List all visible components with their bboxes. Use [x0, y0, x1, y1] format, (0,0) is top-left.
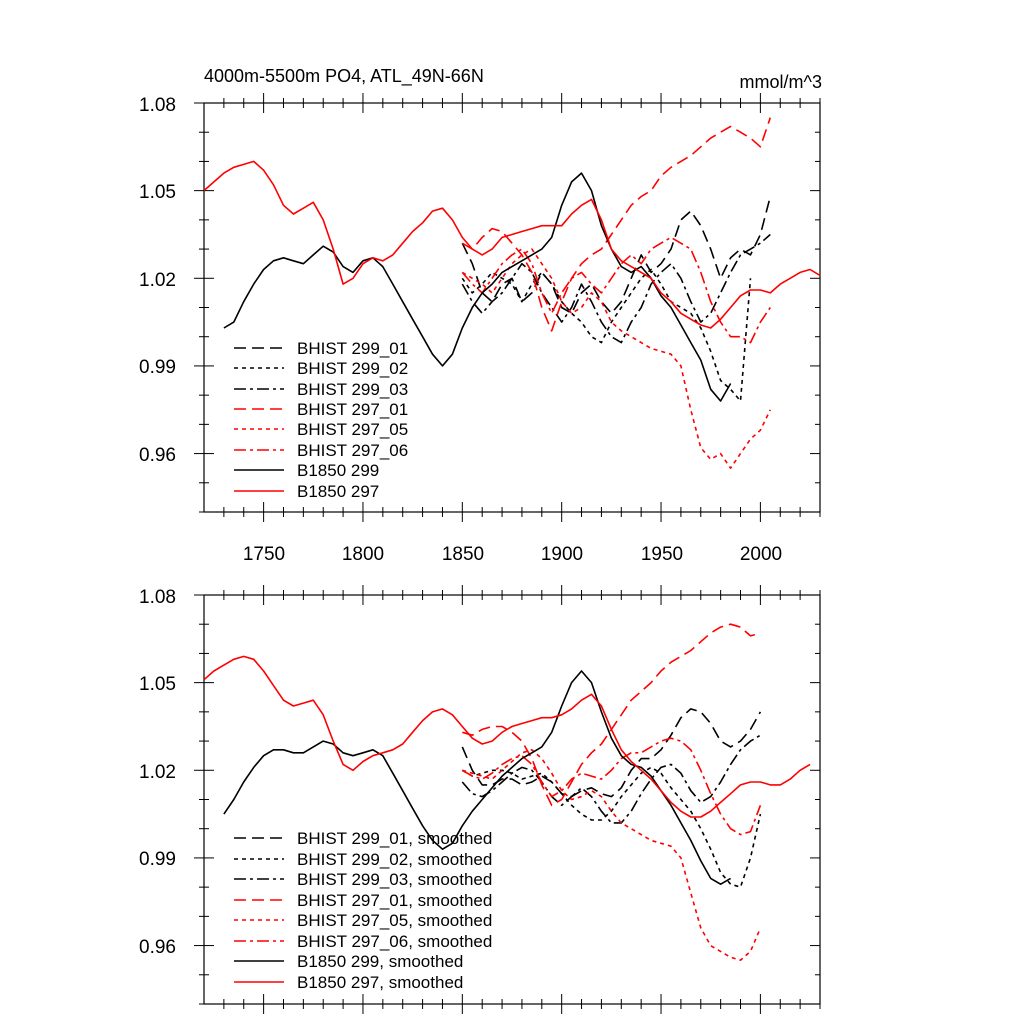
- legend-entry: BHIST 299_03, smoothed: [234, 870, 492, 889]
- y-tick-label: 1.05: [139, 674, 176, 695]
- legend-entry: BHIST 297_01, smoothed: [234, 891, 492, 910]
- legend-label: BHIST 299_03: [297, 380, 408, 399]
- legend-entry: BHIST 297_06, smoothed: [234, 932, 492, 951]
- y-axis-top: 1.08 1.05 1.02 0.99 0.96: [139, 95, 176, 466]
- series-line-bhist-297-06-smoothed: [461, 737, 762, 836]
- legend-entry: BHIST 297_05: [234, 420, 408, 439]
- x-tick-label: 2000: [740, 544, 782, 565]
- series-line-bhist-299-01: [461, 196, 772, 315]
- y-tick-label: 0.99: [139, 849, 176, 870]
- legend-entry: B1850 299: [234, 461, 379, 480]
- series-line-bhist-299-01-smoothed: [461, 708, 762, 798]
- legend-label: B1850 297: [297, 482, 379, 501]
- y-tick-label: 0.96: [139, 937, 176, 958]
- tick-marks-bottom: [194, 585, 821, 1014]
- legend-entry: B1850 299, smoothed: [234, 952, 463, 971]
- x-axis-top: 1750 1800 1850 1900 1950 2000: [243, 544, 782, 565]
- y-axis-bottom: 1.08 1.05 1.02 0.99 0.96: [139, 587, 176, 958]
- series-line-b1850-297-smoothed: [203, 655, 811, 818]
- chart-title: 4000m-5500m PO4, ATL_49N-66N: [204, 66, 484, 87]
- y-tick-label: 1.08: [139, 95, 176, 116]
- x-tick-label: 1850: [442, 544, 484, 565]
- x-tick-label: 1800: [342, 544, 384, 565]
- tick-marks-top: [194, 93, 821, 522]
- y-tick-label: 0.99: [139, 357, 176, 378]
- legend-bottom: BHIST 299_01, smoothed BHIST 299_02, smo…: [234, 829, 492, 992]
- panel-top: 4000m-5500m PO4, ATL_49N-66N mmol/m^3 1.…: [139, 66, 822, 565]
- legend-label: BHIST 299_01, smoothed: [297, 829, 492, 848]
- y-tick-label: 1.05: [139, 182, 176, 203]
- y-tick-label: 1.08: [139, 587, 176, 608]
- series-line-bhist-299-02-smoothed: [461, 766, 762, 888]
- series-line-b1850-299-smoothed: [223, 670, 732, 886]
- series-line-bhist-297-05: [461, 248, 772, 470]
- legend-label: BHIST 297_06, smoothed: [297, 932, 492, 951]
- legend-entry: BHIST 299_02: [234, 359, 408, 378]
- legend-entry: B1850 297, smoothed: [234, 973, 463, 992]
- legend-label: B1850 297, smoothed: [297, 973, 463, 992]
- legend-top: BHIST 299_01 BHIST 299_02 BHIST 299_03 B…: [234, 339, 408, 501]
- series-line-bhist-297-06: [461, 236, 771, 344]
- series-line-b1850-297: [203, 160, 821, 329]
- legend-entry: BHIST 299_01, smoothed: [234, 829, 492, 848]
- units-label: mmol/m^3: [740, 72, 822, 92]
- panel-bottom: 1.08 1.05 1.02 0.99 0.96 BHIST 299_01, s…: [139, 585, 821, 1014]
- legend-label: BHIST 297_01, smoothed: [297, 891, 492, 910]
- legend-label: BHIST 299_03, smoothed: [297, 870, 492, 889]
- legend-label: BHIST 297_06: [297, 441, 408, 460]
- legend-entry: BHIST 297_05, smoothed: [234, 911, 492, 930]
- series-line-bhist-299-02: [461, 268, 752, 402]
- legend-label: BHIST 299_02: [297, 359, 408, 378]
- legend-entry: BHIST 299_03: [234, 380, 408, 399]
- legend-label: B1850 299, smoothed: [297, 952, 463, 971]
- series-line-bhist-297-05-smoothed: [462, 748, 762, 962]
- series-line-bhist-299-03: [461, 233, 771, 344]
- series-line-b1850-299: [223, 172, 732, 402]
- legend-label: BHIST 297_05: [297, 420, 408, 439]
- legend-entry: B1850 297: [234, 482, 379, 501]
- y-tick-label: 0.96: [139, 445, 176, 466]
- legend-entry: BHIST 297_06: [234, 441, 408, 460]
- legend-label: BHIST 299_01: [297, 339, 408, 358]
- x-tick-label: 1900: [541, 544, 583, 565]
- x-tick-label: 1950: [641, 544, 683, 565]
- legend-entry: BHIST 299_02, smoothed: [234, 850, 492, 869]
- x-tick-label: 1750: [243, 544, 285, 565]
- series-lines-bottom: [203, 623, 811, 962]
- series-line-bhist-299-03-smoothed: [461, 734, 761, 824]
- y-tick-label: 1.02: [139, 270, 176, 291]
- legend-label: BHIST 299_02, smoothed: [297, 850, 492, 869]
- legend-label: B1850 299: [297, 461, 379, 480]
- series-lines-top: [203, 117, 821, 470]
- legend-label: BHIST 297_01: [297, 400, 408, 419]
- legend-label: BHIST 297_05, smoothed: [297, 911, 492, 930]
- legend-entry: BHIST 299_01: [234, 339, 408, 358]
- series-line-bhist-297-01: [461, 117, 772, 332]
- y-tick-label: 1.02: [139, 762, 176, 783]
- legend-entry: BHIST 297_01: [234, 400, 408, 419]
